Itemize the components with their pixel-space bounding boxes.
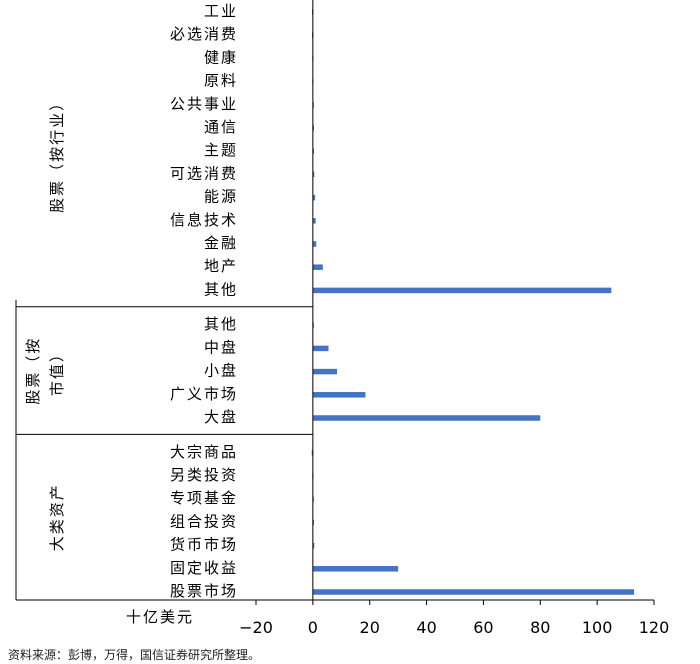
source-note: 资料来源：彭博，万得，国信证券研究所整理。 [8, 648, 261, 662]
category-label-0-10: 金融 [204, 234, 238, 252]
group-label-1-1: 市值） [48, 345, 66, 396]
category-labels: 工业必选消费健康原料公共事业通信主题可选消费能源信息技术金融地产其他其他中盘小盘… [170, 2, 238, 600]
group-labels: 股票（按行业） 股票（按 市值） 大类资产 [24, 94, 66, 551]
category-label-1-4: 大盘 [204, 408, 238, 426]
unit-label: 十亿美元 [126, 608, 194, 626]
bar-0-9 [312, 218, 316, 224]
category-label-0-3: 原料 [204, 72, 238, 90]
category-label-1-3: 广义市场 [170, 385, 238, 403]
category-label-2-1: 另类投资 [170, 466, 238, 484]
bar-0-4 [312, 102, 314, 108]
x-tick-label-0: −20 [239, 618, 273, 637]
category-label-1-1: 中盘 [204, 338, 238, 356]
x-tick-label-6: 100 [582, 618, 613, 637]
category-label-1-2: 小盘 [204, 362, 238, 380]
category-label-0-2: 健康 [204, 48, 238, 66]
category-label-2-6: 股票市场 [170, 582, 238, 600]
bars-layer [311, 9, 635, 595]
bar-1-1 [312, 345, 329, 352]
bar-chart: 工业必选消费健康原料公共事业通信主题可选消费能源信息技术金融地产其他其他中盘小盘… [15, 0, 669, 637]
bar-1-2 [312, 368, 338, 375]
bar-1-3 [312, 392, 366, 398]
x-tick-label-5: 80 [530, 618, 550, 637]
category-label-0-6: 主题 [204, 141, 238, 159]
x-tick-label-4: 60 [473, 618, 493, 637]
category-label-2-2: 专项基金 [170, 489, 238, 507]
x-tick-label-3: 40 [416, 618, 436, 637]
axes [15, 0, 655, 605]
bar-0-12 [312, 287, 612, 294]
bar-2-5 [312, 566, 399, 572]
category-label-1-0: 其他 [204, 315, 238, 333]
bar-2-3 [312, 519, 314, 526]
bar-2-2 [312, 496, 314, 502]
category-label-2-3: 组合投资 [170, 512, 238, 530]
category-label-2-5: 固定收益 [170, 559, 238, 577]
group-label-0: 股票（按行业） [48, 94, 66, 213]
category-label-0-11: 地产 [204, 257, 238, 275]
group-label-1-0: 股票（按 [24, 337, 42, 405]
group-label-2: 大类资产 [48, 483, 66, 551]
category-label-0-5: 通信 [204, 118, 238, 136]
category-label-2-4: 货币市场 [170, 536, 238, 554]
bar-1-4 [312, 415, 541, 421]
bar-0-6 [312, 148, 314, 154]
bar-1-0 [312, 322, 314, 328]
x-tick-label-2: 20 [360, 618, 380, 637]
x-tick-label-7: 120 [639, 618, 670, 637]
x-tick-label-1: 0 [308, 618, 318, 637]
category-label-2-0: 大宗商品 [170, 443, 238, 461]
category-label-0-4: 公共事业 [170, 95, 238, 113]
bar-0-7 [312, 171, 315, 178]
category-label-0-9: 信息技术 [170, 211, 238, 229]
bar-0-5 [312, 125, 314, 131]
bar-2-6 [312, 589, 635, 595]
category-label-0-7: 可选消费 [170, 164, 238, 182]
bar-0-10 [312, 241, 317, 247]
category-label-0-8: 能源 [204, 188, 238, 206]
bar-2-0 [311, 450, 313, 456]
bar-2-4 [312, 542, 315, 549]
bar-0-8 [312, 194, 316, 201]
category-label-0-12: 其他 [204, 280, 238, 298]
category-label-0-0: 工业 [204, 2, 238, 20]
x-tick-labels: −20 0 20 40 60 80 100 120 [239, 618, 669, 637]
category-label-0-1: 必选消费 [170, 25, 238, 43]
bar-0-11 [312, 264, 323, 270]
